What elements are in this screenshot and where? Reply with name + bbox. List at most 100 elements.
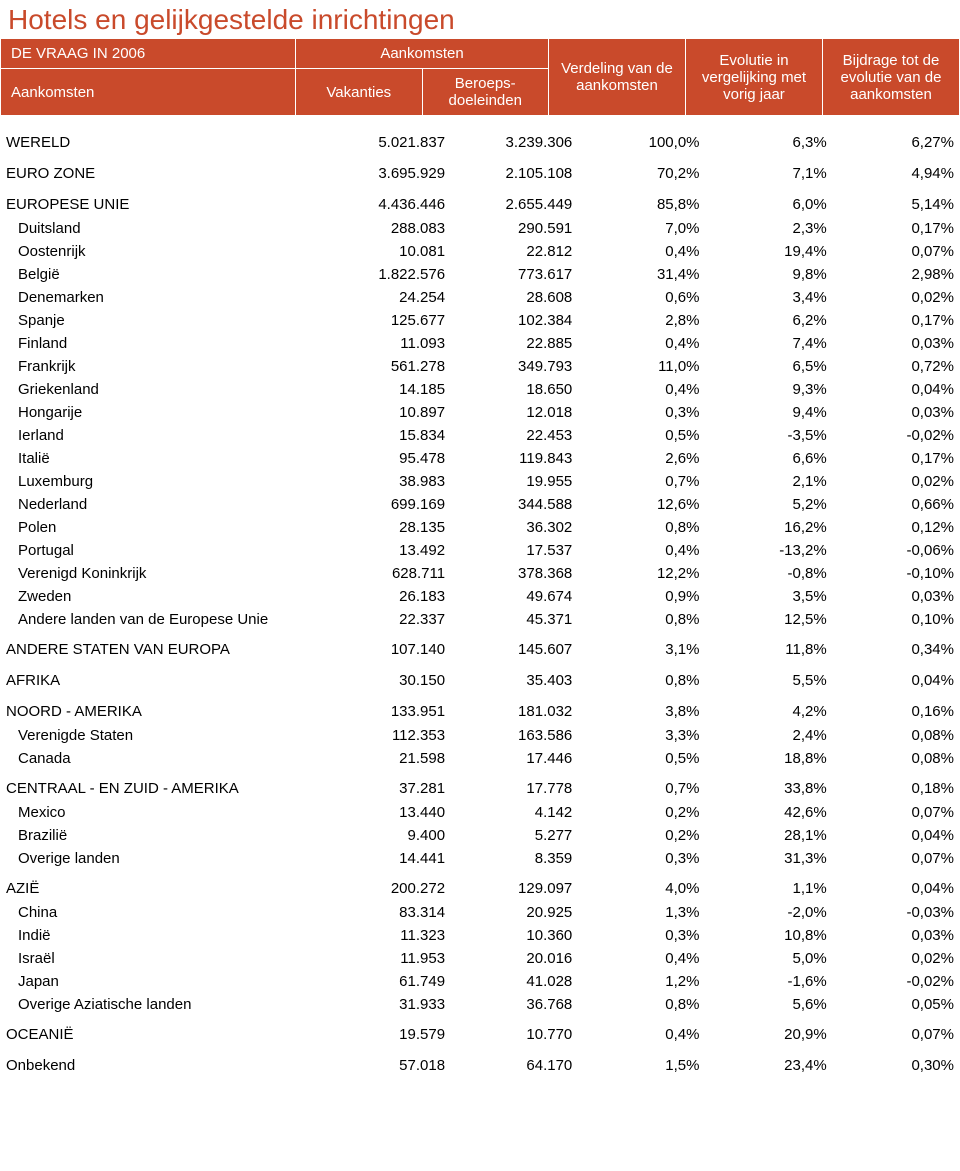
table-row: Finland11.09322.8850,4%7,4%0,03% [0,332,960,355]
row-value: 31.933 [324,993,451,1016]
row-value: 41.028 [451,970,578,993]
row-value: 0,4% [578,1016,705,1047]
row-value: 13.440 [324,801,451,824]
row-value: 0,9% [578,585,705,608]
row-value: 0,3% [578,847,705,870]
header-evolution: Evolutie in vergelijking met vorig jaar [685,39,822,116]
row-value: 61.749 [324,970,451,993]
row-value: 0,2% [578,801,705,824]
row-value: 2,1% [706,470,833,493]
table-row: België1.822.576773.61731,4%9,8%2,98% [0,263,960,286]
row-value: 0,08% [833,724,960,747]
row-value: 5,5% [706,662,833,693]
row-value: 0,08% [833,747,960,770]
row-value: 7,1% [706,155,833,186]
table-row: Spanje125.677102.3842,8%6,2%0,17% [0,309,960,332]
row-label: WERELD [0,124,324,155]
row-value: 112.353 [324,724,451,747]
row-value: 0,8% [578,608,705,631]
row-value: 57.018 [324,1047,451,1078]
table-row: Overige Aziatische landen31.93336.7680,8… [0,993,960,1016]
table-row: EUROPESE UNIE4.436.4462.655.44985,8%6,0%… [0,186,960,217]
row-value: 3,8% [578,693,705,724]
row-label: Finland [0,332,324,355]
row-value: 20,9% [706,1016,833,1047]
row-value: 9.400 [324,824,451,847]
row-value: 3.695.929 [324,155,451,186]
row-value: 4,94% [833,155,960,186]
row-value: 0,17% [833,447,960,470]
row-value: 0,7% [578,770,705,801]
header-distribution: Verdeling van de aankomsten [548,39,685,116]
row-value: 70,2% [578,155,705,186]
row-value: 8.359 [451,847,578,870]
row-label: Griekenland [0,378,324,401]
row-label: Canada [0,747,324,770]
row-value: 0,03% [833,332,960,355]
row-value: 4,2% [706,693,833,724]
row-value: 2,4% [706,724,833,747]
row-value: 1.822.576 [324,263,451,286]
table-row: Verenigde Staten112.353163.5863,3%2,4%0,… [0,724,960,747]
row-value: 1,5% [578,1047,705,1078]
row-value: 36.302 [451,516,578,539]
table-row: AFRIKA30.15035.4030,8%5,5%0,04% [0,662,960,693]
table-row: Onbekend57.01864.1701,5%23,4%0,30% [0,1047,960,1078]
table-row: Mexico13.4404.1420,2%42,6%0,07% [0,801,960,824]
row-value: 181.032 [451,693,578,724]
row-value: 10.770 [451,1016,578,1047]
row-label: België [0,263,324,286]
table-row: Polen28.13536.3020,8%16,2%0,12% [0,516,960,539]
row-value: 107.140 [324,631,451,662]
row-value: 15.834 [324,424,451,447]
page-title: Hotels en gelijkgestelde inrichtingen [0,0,960,38]
row-value: 4.436.446 [324,186,451,217]
row-value: 42,6% [706,801,833,824]
row-value: 10.897 [324,401,451,424]
row-label: Portugal [0,539,324,562]
row-value: 2,3% [706,217,833,240]
table-row: Portugal13.49217.5370,4%-13,2%-0,06% [0,539,960,562]
row-value: 200.272 [324,870,451,901]
row-value: 0,8% [578,993,705,1016]
row-value: 35.403 [451,662,578,693]
row-value: 22.453 [451,424,578,447]
row-value: 33,8% [706,770,833,801]
row-value: 145.607 [451,631,578,662]
header-left-bottom: Aankomsten [1,69,296,116]
row-value: 6,3% [706,124,833,155]
row-value: 0,04% [833,824,960,847]
row-value: 22.812 [451,240,578,263]
table-row: Canada21.59817.4460,5%18,8%0,08% [0,747,960,770]
row-value: 9,8% [706,263,833,286]
row-value: 3,3% [578,724,705,747]
row-value: 14.441 [324,847,451,870]
row-value: -3,5% [706,424,833,447]
row-value: 0,6% [578,286,705,309]
row-value: 0,16% [833,693,960,724]
row-label: AFRIKA [0,662,324,693]
row-value: 0,07% [833,847,960,870]
row-value: 0,02% [833,286,960,309]
table-row: WERELD5.021.8373.239.306100,0%6,3%6,27% [0,124,960,155]
row-value: 0,5% [578,424,705,447]
row-value: 95.478 [324,447,451,470]
row-value: 20.016 [451,947,578,970]
table-row: OCEANIË19.57910.7700,4%20,9%0,07% [0,1016,960,1047]
row-value: 21.598 [324,747,451,770]
header-arrivals: Aankomsten [296,39,549,69]
row-value: 11.953 [324,947,451,970]
row-value: 0,03% [833,585,960,608]
row-value: 37.281 [324,770,451,801]
row-value: 12,5% [706,608,833,631]
table-row: Zweden26.18349.6740,9%3,5%0,03% [0,585,960,608]
row-value: -0,03% [833,901,960,924]
row-value: -0,10% [833,562,960,585]
row-value: 31,3% [706,847,833,870]
table-row: AZIË200.272129.0974,0%1,1%0,04% [0,870,960,901]
row-value: 0,05% [833,993,960,1016]
row-label: AZIË [0,870,324,901]
row-value: 0,5% [578,747,705,770]
row-label: EUROPESE UNIE [0,186,324,217]
row-value: 11.323 [324,924,451,947]
